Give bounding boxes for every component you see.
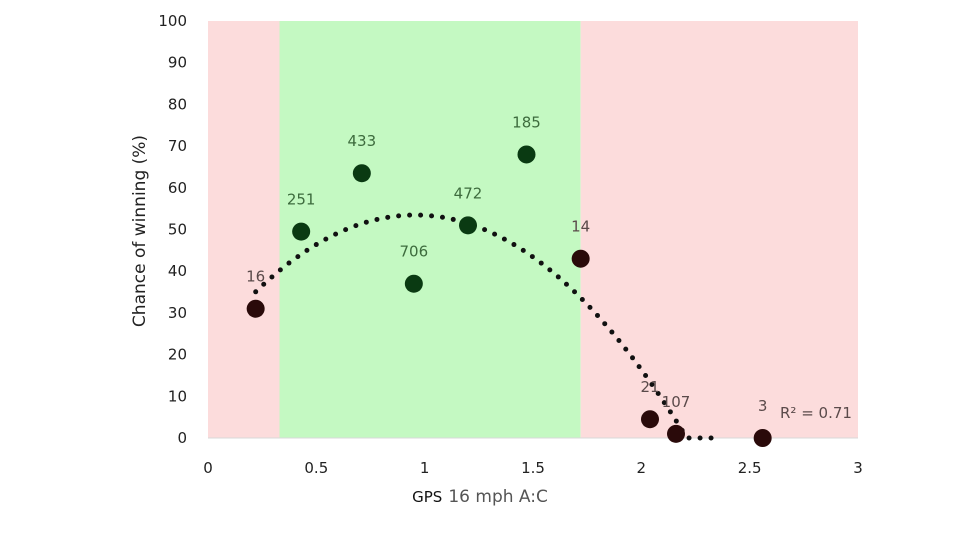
r-squared-label: R² = 0.71: [780, 404, 852, 422]
y-axis-ticks: 0 10 20 30 40 50 60 70 80 90 100: [158, 12, 187, 447]
x-tick-label: 2: [637, 459, 647, 477]
data-point: [459, 216, 477, 235]
data-point: [292, 222, 311, 241]
data-point: [571, 249, 590, 268]
x-tick-label: 1.5: [521, 459, 545, 477]
band-1: [279, 21, 581, 438]
data-label: 251: [287, 191, 316, 209]
y-tick-label: 80: [168, 95, 187, 113]
x-tick-label: 0: [203, 459, 213, 477]
data-label: 3: [758, 397, 768, 415]
y-tick-label: 40: [168, 262, 187, 280]
data-point: [641, 410, 659, 429]
x-axis-ticks: 0 0.5 1 1.5 2 2.5 3: [203, 459, 863, 477]
data-point: [517, 145, 536, 164]
y-tick-label: 20: [168, 346, 187, 364]
x-tick-label: 3: [853, 459, 863, 477]
y-axis-title: Chance of winning (%): [130, 135, 150, 327]
x-tick-label: 1: [420, 459, 430, 477]
data-point: [352, 164, 371, 183]
data-label: 185: [512, 113, 541, 131]
x-tick-label: 2.5: [738, 459, 762, 477]
y-tick-label: 30: [168, 304, 187, 322]
data-point: [404, 274, 423, 293]
y-tick-label: 0: [177, 429, 187, 447]
data-point: [246, 299, 265, 318]
y-tick-label: 50: [168, 221, 187, 239]
x-axis-title-part1: GPS: [412, 488, 442, 506]
y-tick-label: 60: [168, 179, 187, 197]
y-tick-label: 90: [168, 54, 187, 72]
band-0: [208, 21, 280, 438]
y-tick-label: 10: [168, 387, 187, 405]
data-label: 433: [348, 132, 377, 150]
x-axis-title: GPS 16 mph A:C: [412, 487, 548, 507]
background-bands: [208, 21, 858, 438]
x-axis-title-part2: 16 mph A:C: [448, 487, 548, 507]
data-label: 706: [400, 243, 429, 261]
band-2: [580, 21, 858, 438]
data-point: [753, 429, 772, 447]
y-tick-label: 70: [168, 137, 187, 155]
data-point: [667, 424, 685, 443]
data-label: 472: [454, 184, 483, 202]
data-label: 14: [571, 218, 590, 236]
data-label: 16: [246, 268, 265, 286]
y-tick-label: 100: [158, 12, 187, 30]
data-label: 21: [640, 378, 659, 396]
x-tick-label: 0.5: [304, 459, 328, 477]
data-label: 107: [662, 393, 691, 411]
